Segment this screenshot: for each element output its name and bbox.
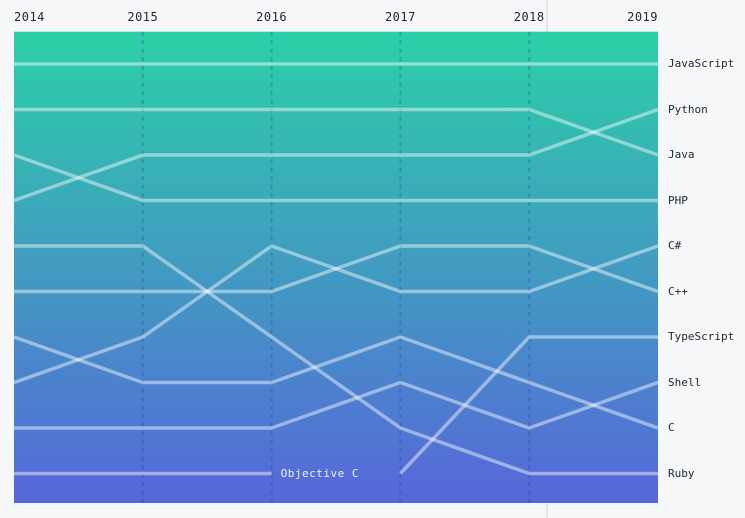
year-gridlines (141, 31, 531, 503)
language-label-shell: Shell (668, 375, 702, 389)
series-line-typescript (399, 335, 658, 475)
language-label-javascript: JavaScript (668, 57, 735, 70)
language-label-ruby: Ruby (668, 466, 695, 480)
series-line-python (13, 107, 659, 203)
language-label-cplusplus: C++ (668, 284, 688, 298)
year-label-2017: 2017 (384, 10, 416, 24)
year-label-2015: 2015 (127, 10, 159, 24)
series-lines (13, 62, 659, 476)
series-line-cplusplus (14, 244, 659, 294)
year-label-2016: 2016 (256, 10, 288, 24)
chart-gradient-background (14, 31, 658, 503)
year-label-2018: 2018 (513, 10, 545, 24)
series-line-csharp (13, 244, 659, 385)
language-label-php: PHP (668, 193, 688, 207)
language-label-java: Java (668, 148, 695, 161)
year-label-2019: 2019 (627, 10, 658, 24)
series-line-java (14, 107, 659, 157)
language-label-typescript: TypeScript (668, 330, 735, 343)
year-label-2014: 2014 (14, 10, 45, 24)
series-line-shell (14, 380, 659, 430)
series-line-php (13, 153, 658, 203)
language-label-python: Python (668, 102, 708, 116)
language-label-csharp: C# (668, 239, 682, 252)
language-label-c: C (668, 421, 675, 434)
inline-label-objective-c: Objective C (280, 466, 359, 480)
series-line-ruby (14, 244, 658, 476)
series-line-c (13, 335, 659, 430)
